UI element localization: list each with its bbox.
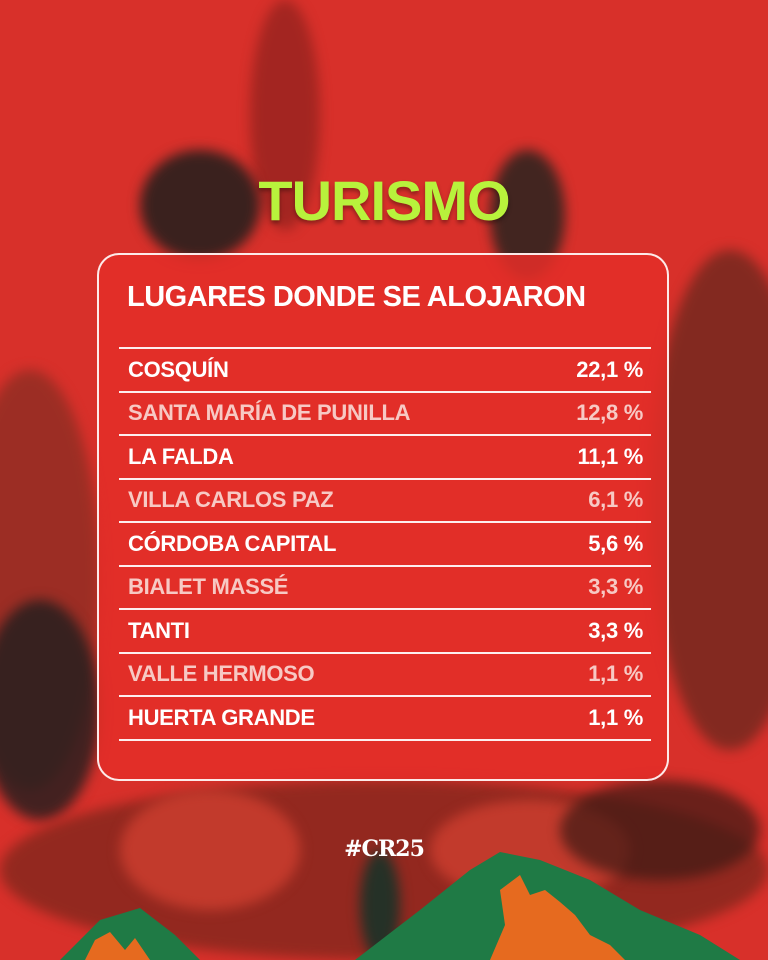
place-percent: 3,3 %: [588, 574, 643, 600]
hashtag-logo: #CR25: [344, 836, 425, 862]
place-name: VILLA CARLOS PAZ: [128, 487, 334, 513]
table-row: SANTA MARÍA DE PUNILLA 12,8 %: [119, 393, 651, 435]
divider: [119, 651, 651, 654]
place-name: TANTI: [128, 617, 190, 643]
place-percent: 1,1 %: [588, 661, 643, 687]
place-percent: 5,6 %: [588, 530, 643, 556]
lodging-table: COSQUÍN 22,1 % SANTA MARÍA DE PUNILLA 12…: [119, 347, 651, 741]
table-row: LA FALDA 11,1 %: [119, 436, 651, 478]
place-name: BIALET MASSÉ: [128, 574, 289, 600]
table-row: BIALET MASSÉ 3,3 %: [119, 567, 651, 609]
divider: [119, 477, 651, 480]
table-row: VILLA CARLOS PAZ 6,1 %: [119, 480, 651, 522]
bg-raised-fist: [140, 150, 260, 260]
place-percent: 3,3 %: [588, 617, 643, 643]
table-row: CÓRDOBA CAPITAL 5,6 %: [119, 523, 651, 565]
place-name: VALLE HERMOSO: [128, 661, 315, 687]
place-percent: 11,1 %: [577, 443, 644, 469]
table-heading: LUGARES DONDE SE ALOJARON: [127, 281, 586, 313]
bg-shirt-left: [0, 600, 100, 820]
divider: [119, 347, 651, 349]
divider: [119, 564, 651, 567]
divider: [119, 390, 651, 393]
place-percent: 6,1 %: [588, 487, 643, 513]
place-name: HUERTA GRANDE: [128, 704, 315, 730]
table-row: VALLE HERMOSO 1,1 %: [119, 654, 651, 696]
place-percent: 1,1 %: [588, 704, 643, 730]
divider: [119, 434, 651, 436]
table-row: TANTI 3,3 %: [119, 610, 651, 652]
place-percent: 12,8 %: [576, 400, 643, 426]
place-name: LA FALDA: [128, 443, 234, 469]
divider: [119, 521, 651, 523]
bg-shape: [250, 0, 320, 230]
place-name: SANTA MARÍA DE PUNILLA: [128, 400, 411, 426]
page-title: TURISMO: [258, 169, 510, 232]
bg-shape: [120, 790, 300, 910]
divider: [119, 608, 651, 610]
table-row: HUERTA GRANDE 1,1 %: [119, 697, 651, 739]
table-row: COSQUÍN 22,1 %: [119, 349, 651, 391]
place-percent: 22,1 %: [576, 356, 643, 382]
divider: [119, 695, 651, 697]
mountains-illustration: [60, 852, 740, 960]
place-name: COSQUÍN: [128, 356, 229, 382]
place-name: CÓRDOBA CAPITAL: [128, 530, 337, 556]
divider: [119, 738, 651, 741]
lodging-table-card: LUGARES DONDE SE ALOJARON COSQUÍN 22,1 %…: [97, 253, 669, 781]
bg-shape: [560, 780, 760, 880]
bg-person-right: [650, 250, 768, 750]
